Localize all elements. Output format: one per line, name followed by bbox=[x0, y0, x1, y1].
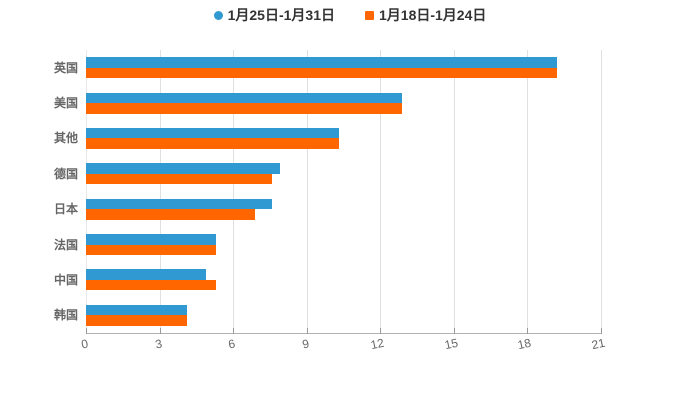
legend-item-jan18-24[interactable]: 1月18日-1月24日 bbox=[365, 6, 486, 24]
y-category-label: 德国 bbox=[53, 166, 78, 181]
y-axis-line bbox=[86, 50, 87, 333]
gridline bbox=[601, 50, 602, 333]
legend-square-marker-icon bbox=[365, 10, 374, 20]
bar-1月25日-1月31日-法国[interactable] bbox=[86, 234, 216, 245]
y-category-label: 英国 bbox=[53, 60, 78, 75]
x-axis-line bbox=[86, 333, 601, 334]
y-category-label: 美国 bbox=[53, 96, 78, 111]
legend-circle-marker-icon bbox=[213, 10, 223, 20]
axis-tick bbox=[380, 328, 381, 334]
axis-tick bbox=[527, 328, 528, 334]
legend-label: 1月25日-1月31日 bbox=[227, 7, 335, 23]
axis-tick bbox=[86, 328, 87, 334]
x-tick-label: 21 bbox=[590, 335, 607, 353]
y-category-label: 中国 bbox=[53, 272, 78, 287]
gridline bbox=[454, 50, 455, 333]
legend-label: 1月18日-1月24日 bbox=[379, 7, 487, 23]
x-tick-label: 9 bbox=[300, 336, 311, 352]
axis-tick bbox=[307, 328, 308, 334]
bar-1月18日-1月24日-美国[interactable] bbox=[86, 103, 403, 114]
gridline bbox=[527, 50, 528, 333]
gridline bbox=[233, 50, 234, 333]
y-category-label: 日本 bbox=[53, 202, 78, 217]
bar-1月18日-1月24日-其他[interactable] bbox=[86, 138, 339, 149]
x-tick-label: 3 bbox=[153, 336, 164, 352]
gridline bbox=[307, 50, 308, 333]
legend-item-jan25-31[interactable]: 1月25日-1月31日 bbox=[213, 6, 335, 24]
axis-tick bbox=[601, 328, 602, 334]
bar-1月18日-1月24日-韩国[interactable] bbox=[86, 315, 187, 326]
gridline bbox=[160, 50, 161, 333]
bar-1月18日-1月24日-德国[interactable] bbox=[86, 173, 273, 185]
bar-1月25日-1月31日-其他[interactable] bbox=[86, 127, 339, 139]
gridline bbox=[380, 50, 381, 333]
y-category-label: 其他 bbox=[53, 131, 78, 146]
x-tick-label: 12 bbox=[369, 335, 386, 353]
axis-tick bbox=[233, 328, 234, 334]
bar-1月25日-1月31日-韩国[interactable] bbox=[86, 304, 187, 316]
y-category-label: 法国 bbox=[53, 237, 78, 252]
bar-1月18日-1月24日-英国[interactable] bbox=[86, 67, 557, 79]
x-tick-label: 0 bbox=[79, 336, 90, 352]
x-tick-label: 18 bbox=[516, 335, 533, 353]
bar-1月25日-1月31日-德国[interactable] bbox=[86, 163, 280, 174]
y-category-label: 韩国 bbox=[53, 308, 78, 323]
x-tick-label: 6 bbox=[226, 336, 237, 352]
bar-1月25日-1月31日-中国[interactable] bbox=[86, 269, 207, 280]
bar-1月18日-1月24日-日本[interactable] bbox=[86, 209, 256, 220]
bar-1月25日-1月31日-日本[interactable] bbox=[86, 198, 273, 210]
x-tick-label: 15 bbox=[443, 335, 460, 353]
legend: 1月25日-1月31日 1月18日-1月24日 bbox=[0, 6, 700, 24]
axis-tick bbox=[454, 328, 455, 334]
axis-tick bbox=[160, 328, 161, 334]
bar-1月25日-1月31日-英国[interactable] bbox=[86, 57, 557, 68]
bar-1月18日-1月24日-法国[interactable] bbox=[86, 244, 216, 256]
plot-area bbox=[86, 50, 602, 334]
bar-1月25日-1月31日-美国[interactable] bbox=[86, 92, 403, 104]
bar-1月18日-1月24日-中国[interactable] bbox=[86, 279, 216, 291]
